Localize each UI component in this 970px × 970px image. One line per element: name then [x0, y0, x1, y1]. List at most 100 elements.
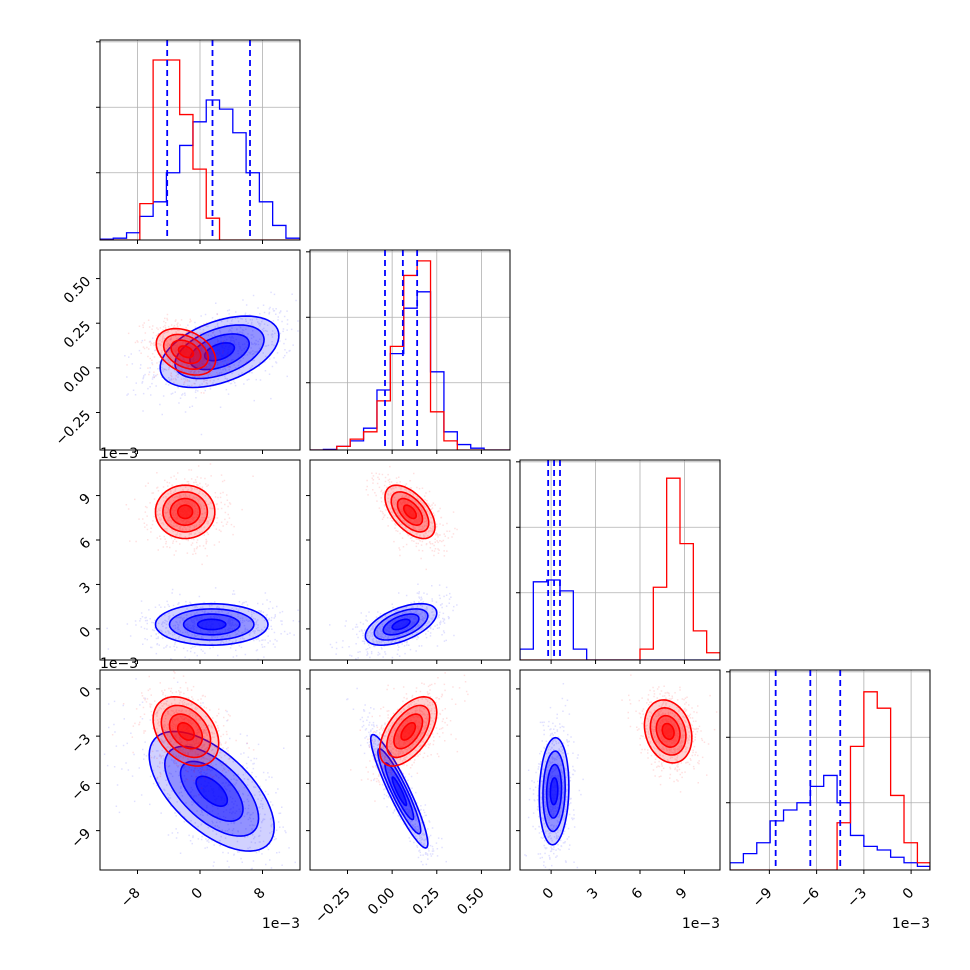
contour-line-red	[162, 333, 209, 371]
scatter-points-red	[365, 465, 458, 571]
x-tick-label: 9	[673, 885, 691, 903]
histogram-step-blue	[310, 291, 510, 450]
contour-line-blue	[384, 762, 415, 821]
x-tick-label: 0.25	[410, 885, 443, 918]
histogram-step-red	[730, 691, 930, 870]
contour-line-blue	[168, 608, 255, 641]
scatter-points-blue	[329, 583, 458, 660]
panel-frame-pair-1-2	[309, 459, 511, 661]
contour-line-blue	[549, 777, 559, 806]
contour-line-blue	[369, 733, 429, 849]
panel-frame-hist-2	[519, 459, 721, 661]
density-fill-red	[403, 505, 417, 519]
contour-line-blue	[154, 602, 269, 647]
contour-line-blue	[159, 315, 280, 389]
contour-line-blue	[391, 618, 411, 631]
scatter-points-blue	[524, 683, 584, 870]
y-tick-label: −6	[68, 778, 94, 804]
x-tick-label: 0	[540, 885, 558, 903]
y-tick-label: 0.00	[61, 363, 94, 396]
scatter-points-red	[350, 670, 469, 802]
density-fill-blue	[392, 777, 407, 806]
density-fill-red	[177, 505, 193, 519]
contour-line-blue	[382, 613, 420, 636]
scatter-panel-0-1	[124, 290, 300, 436]
contour-line-blue	[189, 333, 251, 371]
x-tick-label: 3	[584, 885, 602, 903]
density-fill-blue	[392, 619, 410, 630]
contour-line-red	[152, 695, 220, 767]
scatter-points-red	[125, 463, 254, 566]
contour-line-red	[390, 491, 430, 533]
contour-line-red	[378, 695, 438, 767]
y-tick-label: −0.25	[53, 407, 95, 449]
contour-line-red	[403, 504, 417, 520]
histogram-step-blue	[100, 99, 300, 240]
x-tick-label: −8	[118, 885, 144, 911]
contour-line-blue	[538, 736, 570, 846]
contour-line-red	[661, 722, 675, 741]
x-offset-label: 1e−3	[262, 916, 300, 932]
y-tick-label: 0	[77, 684, 95, 702]
contour-line-blue	[182, 613, 241, 636]
x-tick-label: −6	[797, 885, 823, 911]
contour-line-red	[655, 714, 681, 749]
contour-line-blue	[377, 747, 422, 835]
contour-line-red	[177, 345, 195, 359]
contour-line-blue	[364, 602, 438, 647]
y-tick-label: 0.25	[61, 318, 94, 351]
histogram-step-red	[100, 59, 300, 240]
histogram-step-blue	[520, 579, 720, 660]
x-tick-label: 0	[900, 885, 918, 903]
contour-line-red	[154, 484, 216, 540]
y-tick-label: 0.50	[61, 274, 94, 307]
contour-line-red	[385, 704, 431, 759]
x-tick-label: −9	[750, 885, 776, 911]
histogram-3	[730, 670, 930, 870]
x-tick-label: −0.25	[312, 885, 354, 927]
y-tick-label: 3	[77, 579, 95, 597]
panel-frame-hist-1	[309, 249, 511, 451]
contour-line-red	[168, 713, 204, 750]
contour-line-red	[393, 713, 424, 750]
contour-line-red	[384, 484, 436, 540]
x-tick-label: 6	[629, 885, 647, 903]
x-tick-label: 0.00	[365, 885, 398, 918]
contour-line-blue	[163, 745, 260, 837]
scatter-panel-1-2	[329, 465, 458, 660]
density-fill-red	[401, 722, 416, 741]
contour-line-red	[396, 497, 424, 527]
contour-line-blue	[148, 730, 276, 852]
histogram-step-red	[520, 477, 720, 660]
contour-line-red	[160, 704, 212, 759]
x-tick-label: 0.50	[454, 885, 487, 918]
scatter-panel-2-3	[524, 674, 718, 870]
histogram-2	[520, 460, 720, 660]
y-tick-label: 0	[77, 624, 95, 642]
histogram-0	[100, 40, 300, 240]
contour-line-red	[400, 722, 417, 741]
contour-line-blue	[373, 608, 429, 641]
histogram-step-blue	[730, 774, 930, 870]
contour-line-red	[176, 504, 194, 520]
contour-line-blue	[196, 618, 227, 631]
density-fill-blue	[550, 777, 558, 805]
density-fill-red	[662, 723, 675, 740]
x-tick-label: 0	[189, 885, 207, 903]
panel-frame-hist-3	[729, 669, 931, 871]
x-offset-label: 1e−3	[892, 916, 930, 932]
x-tick-label: −3	[844, 885, 870, 911]
contour-line-red	[162, 491, 209, 533]
contour-line-red	[169, 497, 201, 527]
histogram-1	[310, 250, 510, 450]
scatter-panel-0-3	[103, 670, 296, 870]
contour-line-blue	[179, 760, 244, 823]
histogram-step-red	[310, 260, 510, 450]
contour-line-blue	[545, 763, 563, 819]
contour-line-red	[155, 327, 217, 376]
density-fill-blue	[196, 776, 228, 807]
scatter-panel-0-2	[106, 463, 300, 660]
x-tick-label: 8	[251, 885, 269, 903]
contour-line-red	[176, 722, 195, 741]
